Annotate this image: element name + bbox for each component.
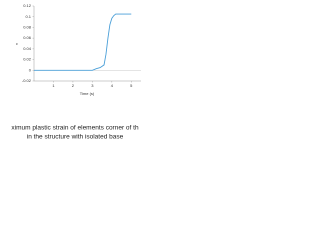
x-tick-label: 1 [52, 83, 55, 88]
y-tick-label: 0.08 [23, 24, 32, 29]
y-tick-label: 0.02 [23, 57, 32, 62]
y-tick-label: 0 [29, 67, 32, 72]
x-axis-label: Time (s) [80, 91, 95, 96]
x-tick-label: 3 [91, 83, 94, 88]
x-tick-label: 2 [72, 83, 75, 88]
y-tick-label: 0.06 [23, 35, 32, 40]
y-axis-label: ε [16, 41, 18, 46]
page: ε Time (s) ximum plastic strain of eleme… [0, 0, 150, 150]
caption: in the structure with isolated base [27, 134, 124, 141]
y-tick-label: 0.04 [23, 46, 32, 51]
y-tick-label: -0.02 [22, 78, 32, 83]
x-tick-label: 4 [111, 83, 114, 88]
y-tick-label: 0.1 [25, 14, 31, 19]
line [34, 13, 132, 71]
y-tick-label: 0.12 [23, 3, 32, 8]
chart: ε Time (s) ximum plastic strain of eleme… [11, 3, 141, 141]
x-tick-label: 5 [130, 83, 133, 88]
caption: ximum plastic strain of elements corner … [11, 125, 139, 132]
